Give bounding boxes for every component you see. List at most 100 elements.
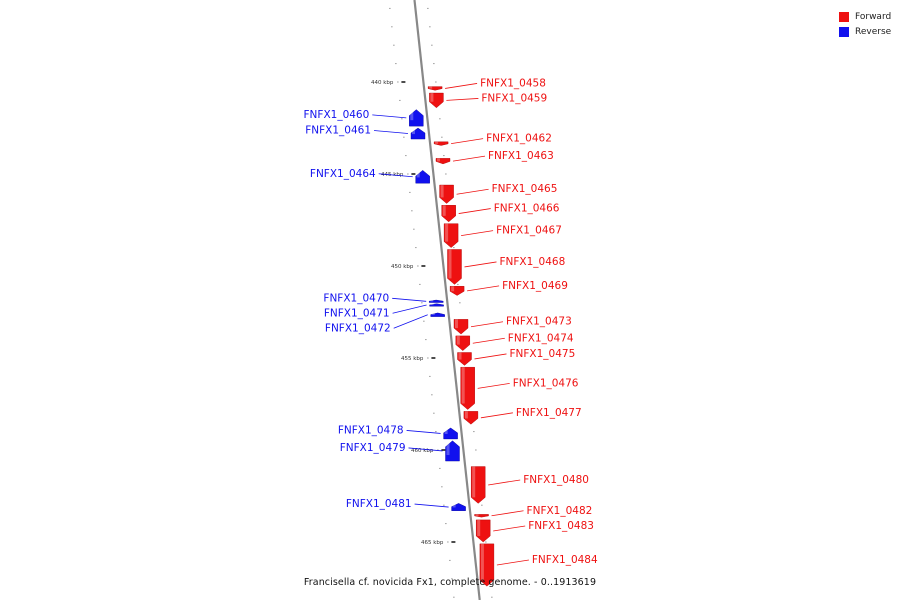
label-connector: [393, 314, 428, 329]
label-connector: [464, 261, 497, 268]
gene-label[interactable]: FNFX1_0472: [325, 322, 391, 334]
gene-feature[interactable]: [451, 503, 466, 511]
tick-label: 455 kbp: [401, 356, 424, 362]
gene-highlight: [429, 86, 433, 89]
label-connector: [488, 479, 521, 486]
label-connector: [496, 559, 529, 566]
gene-highlight: [435, 141, 439, 144]
legend-item-forward: Forward: [839, 9, 891, 24]
gene-feature[interactable]: [445, 440, 460, 462]
gene-feature[interactable]: [443, 223, 459, 248]
label-connector: [378, 173, 413, 178]
gene-feature[interactable]: [457, 352, 472, 366]
gene-highlight: [452, 503, 456, 508]
gene-label[interactable]: FNFX1_0466: [494, 203, 560, 215]
label-connector: [392, 297, 427, 302]
gene-feature[interactable]: [447, 249, 462, 285]
gene-label[interactable]: FNFX1_0467: [496, 225, 562, 237]
gene-highlight: [451, 286, 455, 292]
gene-label[interactable]: FNFX1_0460: [304, 109, 370, 121]
gene-feature[interactable]: [476, 519, 491, 543]
gene-label[interactable]: FNFX1_0478: [338, 424, 404, 436]
label-connector: [467, 285, 500, 292]
label-connector: [392, 304, 427, 314]
gene-feature[interactable]: [433, 141, 449, 146]
gene-label[interactable]: FNFX1_0464: [310, 168, 376, 180]
gene-label[interactable]: FNFX1_0477: [516, 407, 582, 419]
gene-highlight: [412, 128, 415, 135]
gene-feature[interactable]: [460, 367, 475, 410]
gene-feature[interactable]: [453, 319, 469, 335]
gene-label[interactable]: FNFX1_0458: [480, 77, 546, 89]
gene-highlight: [446, 440, 450, 456]
gene-feature[interactable]: [415, 170, 430, 184]
gene-label[interactable]: FNFX1_0484: [532, 554, 598, 566]
gene-labels: FNFX1_0458 FNFX1_0459 FNFX1_0460 FNFX1_0461…: [304, 77, 598, 566]
gene-feature[interactable]: [429, 303, 444, 307]
gene-label[interactable]: FNFX1_0473: [506, 316, 572, 328]
gene-feature[interactable]: [427, 86, 443, 91]
gene-label[interactable]: FNFX1_0462: [486, 133, 552, 145]
legend-label-forward: Forward: [855, 11, 892, 22]
gene-highlight: [410, 109, 414, 121]
gene-highlight: [477, 519, 481, 536]
gene-label[interactable]: FNFX1_0469: [502, 280, 568, 292]
gene-label[interactable]: FNFX1_0459: [481, 92, 547, 104]
gene-highlight: [475, 514, 479, 516]
label-connector: [451, 138, 484, 145]
map-caption: Francisella cf. novicida Fx1, complete g…: [303, 577, 597, 588]
tick-label: 450 kbp: [391, 264, 414, 270]
gene-highlight: [455, 319, 458, 329]
gene-feature[interactable]: [430, 312, 445, 317]
gene-feature[interactable]: [443, 427, 458, 440]
gene-label[interactable]: FNFX1_0461: [305, 125, 371, 137]
gene-feature[interactable]: [429, 92, 444, 109]
gene-label[interactable]: FNFX1_0474: [508, 332, 574, 344]
gene-feature[interactable]: [449, 286, 465, 296]
gene-label[interactable]: FNFX1_0470: [323, 292, 389, 304]
gene-highlight: [461, 367, 465, 404]
gene-label[interactable]: FNFX1_0463: [488, 150, 554, 162]
gene-label[interactable]: FNFX1_0479: [340, 442, 406, 454]
gene-feature[interactable]: [410, 127, 426, 140]
gene-feature[interactable]: [463, 411, 479, 425]
gene-feature[interactable]: [474, 514, 489, 518]
gene-highlight: [430, 93, 434, 102]
gene-highlight: [440, 185, 444, 198]
label-connector: [456, 188, 489, 195]
gene-label[interactable]: FNFX1_0476: [513, 377, 579, 389]
gene-highlight: [458, 352, 462, 360]
label-connector: [480, 412, 513, 419]
gene-highlight: [431, 312, 435, 315]
gene-feature[interactable]: [439, 184, 454, 204]
gene-label[interactable]: FNFX1_0480: [523, 474, 589, 486]
label-connector: [452, 155, 486, 162]
gene-feature[interactable]: [479, 543, 495, 587]
gene-label[interactable]: FNFX1_0475: [510, 348, 576, 360]
gene-feature[interactable]: [441, 205, 456, 223]
gene-feature[interactable]: [429, 299, 444, 303]
gene-feature[interactable]: [435, 158, 451, 165]
label-connector: [458, 208, 491, 214]
label-connector: [472, 337, 505, 344]
label-connector: [373, 130, 409, 134]
label-connector: [491, 510, 524, 517]
legend: Forward Reverse: [839, 9, 891, 39]
gene-feature[interactable]: [409, 109, 424, 127]
gene-label[interactable]: FNFX1_0483: [528, 520, 594, 532]
gene-feature[interactable]: [455, 335, 470, 351]
gene-highlight: [430, 303, 434, 306]
gene-feature[interactable]: [471, 466, 486, 504]
gene-label[interactable]: FNFX1_0468: [500, 256, 566, 268]
gene-label[interactable]: FNFX1_0481: [346, 498, 412, 510]
gene-label[interactable]: FNFX1_0465: [492, 183, 558, 195]
gene-highlight: [442, 205, 446, 216]
reverse-swatch: [839, 26, 849, 37]
gene-label[interactable]: FNFX1_0482: [527, 505, 593, 517]
gene-label[interactable]: FNFX1_0471: [324, 307, 390, 319]
label-connector: [408, 447, 443, 452]
label-connector: [406, 430, 441, 434]
genome-axis: [413, 0, 481, 600]
tick-label: 460 kbp: [411, 448, 434, 454]
gene-highlight: [456, 335, 460, 345]
